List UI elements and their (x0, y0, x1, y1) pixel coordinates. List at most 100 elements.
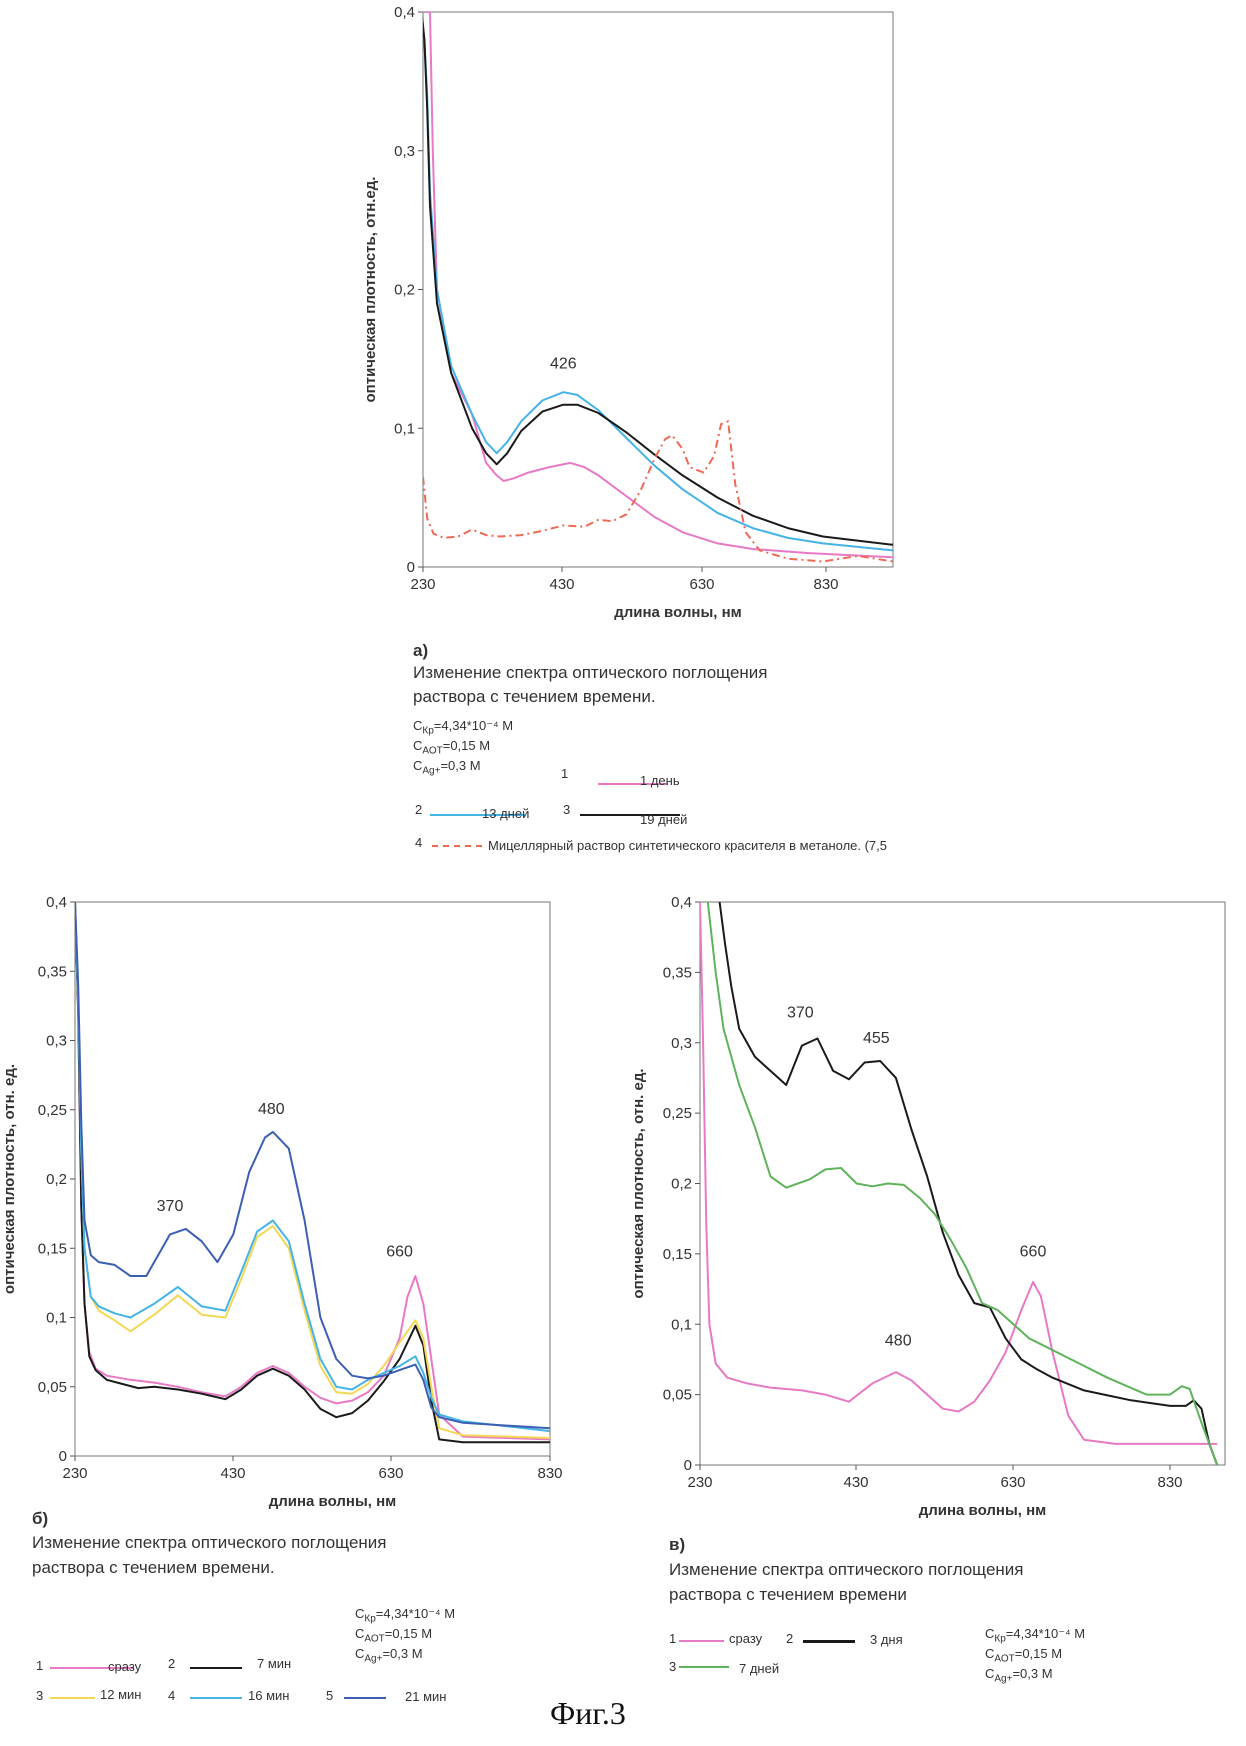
legend-b-5-label: 21 мин (405, 1689, 447, 1704)
y-tick-label: 0,3 (46, 1033, 67, 1050)
y-tick-label: 0,1 (671, 1316, 692, 1333)
y-axis-title: оптическая плотность, отн.ед. (362, 177, 379, 403)
y-tick-label: 0,35 (38, 963, 67, 980)
legend-c-3-num: 3 (669, 1659, 677, 1674)
panel-b-condition-kr: CКр=4,34*10⁻⁴ М (355, 1606, 456, 1625)
y-tick-label: 0,3 (671, 1035, 692, 1052)
y-tick-label: 0,05 (663, 1387, 692, 1404)
y-tick-label: 0 (684, 1457, 692, 1474)
series-line-b-2 (75, 902, 550, 1444)
legend-b-4-swatch (190, 1697, 242, 1699)
peak-label: 660 (386, 1244, 413, 1261)
legend-b-5-swatch (344, 1697, 386, 1699)
legend-a-4-label: Мицеллярный раствор синтетического краси… (488, 838, 888, 853)
y-axis-title: оптическая плотность, отн. ед. (1, 1064, 18, 1294)
panel-c-condition-ag: CAg+=0,3 М (985, 1666, 1053, 1685)
x-tick-label: 630 (1000, 1474, 1025, 1491)
y-tick-label: 0,15 (38, 1240, 67, 1257)
x-axis-title: длина волны, нм (269, 1493, 397, 1510)
panel-a-condition-kr: CКр=4,34*10⁻⁴ М (413, 718, 514, 737)
y-tick-label: 0,2 (394, 282, 415, 299)
legend-b-3-label: 12 мин (100, 1687, 142, 1702)
y-tick-label: 0,15 (663, 1246, 692, 1263)
legend-a-4-num: 4 (415, 835, 423, 850)
series-line-b-1 (75, 902, 550, 1441)
series-line-b-4 (75, 902, 550, 1433)
panel-c-condition-kr: CКр=4,34*10⁻⁴ М (985, 1626, 1086, 1645)
peak-label: 480 (885, 1332, 912, 1349)
figure-label: Фиг.3 (550, 1695, 626, 1731)
panel-a-caption-line1: Изменение спектра оптического поглощения (413, 663, 768, 682)
x-tick-label: 230 (687, 1474, 712, 1491)
legend-a-2-num: 2 (415, 802, 423, 817)
chart-b: 0 0,05 0,1 0,15 0,2 0,25 0,3 0,35 0,4 230 430 630 83… (1, 894, 563, 1510)
legend-a-3-swatch (580, 814, 680, 816)
y-tick-label: 0,4 (394, 4, 415, 21)
legend-b-2-label: 7 мин (257, 1656, 292, 1671)
peak-label: 370 (157, 1198, 184, 1215)
legend-b-2-swatch (190, 1667, 242, 1669)
legend-c-2-num: 2 (786, 1631, 794, 1646)
panel-a-condition-aot: CАОТ=0,15 М (413, 738, 491, 757)
y-tick-label: 0,4 (46, 894, 67, 911)
legend-a-4-swatch (432, 845, 482, 847)
legend-b-4-num: 4 (168, 1688, 176, 1703)
y-axis-title: оптическая плотность, отн. ед. (630, 1068, 647, 1298)
panel-c-caption-line2: раствора с течением времени (669, 1585, 907, 1604)
y-tick-label: 0,1 (46, 1310, 67, 1327)
y-tick-label: 0 (407, 559, 415, 576)
x-axis-title: длина волны, нм (614, 604, 742, 621)
x-tick-label: 430 (843, 1474, 868, 1491)
legend-c-1-num: 1 (669, 1631, 677, 1646)
panel-a-caption-line2: раствора с течением времени. (413, 687, 656, 706)
series-line-c-1 (700, 902, 1218, 1445)
legend-b-4-label: 16 мин (248, 1688, 290, 1703)
legend-c-1-swatch (679, 1640, 724, 1642)
series-line-c-3 (706, 902, 1219, 1465)
series-line-b-3 (75, 902, 550, 1439)
legend-b-3-num: 3 (36, 1688, 44, 1703)
peak-label: 370 (787, 1004, 814, 1021)
legend-b-1-swatch (50, 1667, 134, 1669)
y-tick-label: 0,1 (394, 420, 415, 437)
x-tick-label: 830 (1157, 1474, 1182, 1491)
panel-a-condition-ag: CAg+=0,3 М (413, 758, 481, 777)
legend-a-1-label: 1 день (640, 773, 680, 788)
y-tick-label: 0 (59, 1448, 67, 1465)
legend-c-2-label: 3 дня (870, 1632, 903, 1647)
panel-c-caption-line1: Изменение спектра оптического поглощения (669, 1560, 1024, 1579)
legend-b-1-num: 1 (36, 1658, 44, 1673)
chart-a: 0 0,1 0,2 0,3 0,4 230 430 630 830 длина волны, нм… (362, 4, 894, 621)
legend-a-2-swatch (430, 814, 525, 816)
x-tick-label: 830 (537, 1465, 562, 1482)
legend-b-1-label: сразу (108, 1659, 142, 1674)
x-tick-label: 830 (813, 576, 838, 593)
legend-a-1-swatch (598, 783, 668, 785)
y-tick-label: 0,25 (38, 1102, 67, 1119)
plot-frame-a (422, 11, 894, 568)
legend-c-3-swatch (679, 1666, 729, 1668)
series-line-a-3 (423, 15, 893, 546)
x-tick-label: 230 (62, 1465, 87, 1482)
panel-b-condition-aot: CАОТ=0,15 М (355, 1626, 433, 1645)
chart-c: 0 0,05 0,1 0,15 0,2 0,25 0,3 0,35 0,4 230 430 630 83… (630, 894, 1226, 1519)
legend-a-2-label: 13 дней (482, 806, 530, 821)
legend-a-1-num: 1 (561, 766, 569, 781)
panel-c-letter: в) (669, 1535, 686, 1554)
series-line-b-5 (75, 902, 550, 1430)
x-tick-label: 430 (549, 576, 574, 593)
legend-a-3-num: 3 (563, 802, 571, 817)
x-tick-label: 430 (220, 1465, 245, 1482)
y-tick-label: 0,2 (671, 1176, 692, 1193)
x-tick-label: 630 (689, 576, 714, 593)
legend-b-3-swatch (50, 1697, 95, 1699)
panel-c-condition-aot: CАОТ=0,15 М (985, 1646, 1063, 1665)
y-tick-label: 0,05 (38, 1379, 67, 1396)
y-tick-label: 0,2 (46, 1171, 67, 1188)
panel-b-condition-ag: CAg+=0,3 М (355, 1646, 423, 1665)
plot-frame-b (74, 901, 551, 1457)
legend-c-2-swatch (803, 1640, 855, 1643)
series-line-c-2 (718, 902, 1219, 1465)
y-tick-label: 0,35 (663, 964, 692, 981)
